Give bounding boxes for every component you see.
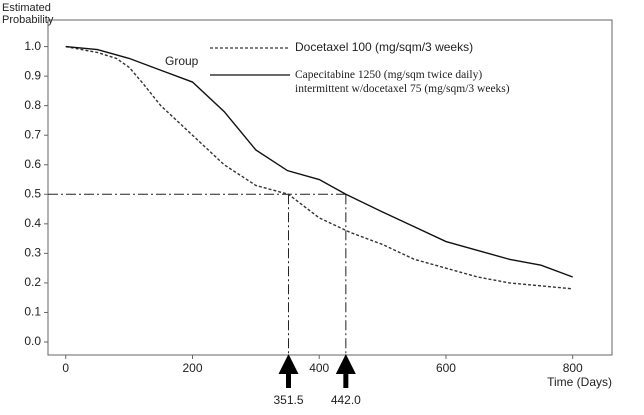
x-tick-label: 600 [436, 361, 456, 375]
y-tick-label: 0.2 [24, 275, 41, 289]
y-tick-label: 0.6 [24, 157, 41, 171]
y-tick-label: 0.5 [24, 186, 41, 200]
x-tick-label: 200 [182, 361, 202, 375]
y-tick-label: 0.4 [24, 216, 41, 230]
y-tick-label: 0.9 [24, 68, 41, 82]
y-tick-label: 0.1 [24, 305, 41, 319]
x-tick-label: 400 [309, 361, 329, 375]
legend-label: Docetaxel 100 (mg/sqm/3 weeks) [295, 40, 474, 54]
x-tick-label: 800 [563, 361, 583, 375]
y-tick-label: 0.0 [24, 334, 41, 348]
legend-label: Capecitabine 1250 (mg/sqm twice daily) i… [295, 69, 510, 95]
y-tick-label: 0.8 [24, 98, 41, 112]
y-axis-label: Estimated Probability [2, 2, 54, 26]
series-line [65, 45, 573, 290]
y-tick-label: 0.3 [24, 246, 41, 260]
plot-frame [47, 19, 613, 356]
series-line [65, 45, 573, 278]
x-axis-label: Time (Days) [547, 375, 612, 389]
median-label: 442.0 [331, 393, 361, 407]
legend-title: Group [165, 54, 199, 68]
y-tick-label: 1.0 [24, 39, 41, 53]
y-tick-label: 0.7 [24, 127, 41, 141]
x-tick-label: 0 [62, 361, 69, 375]
median-label: 351.5 [273, 393, 303, 407]
